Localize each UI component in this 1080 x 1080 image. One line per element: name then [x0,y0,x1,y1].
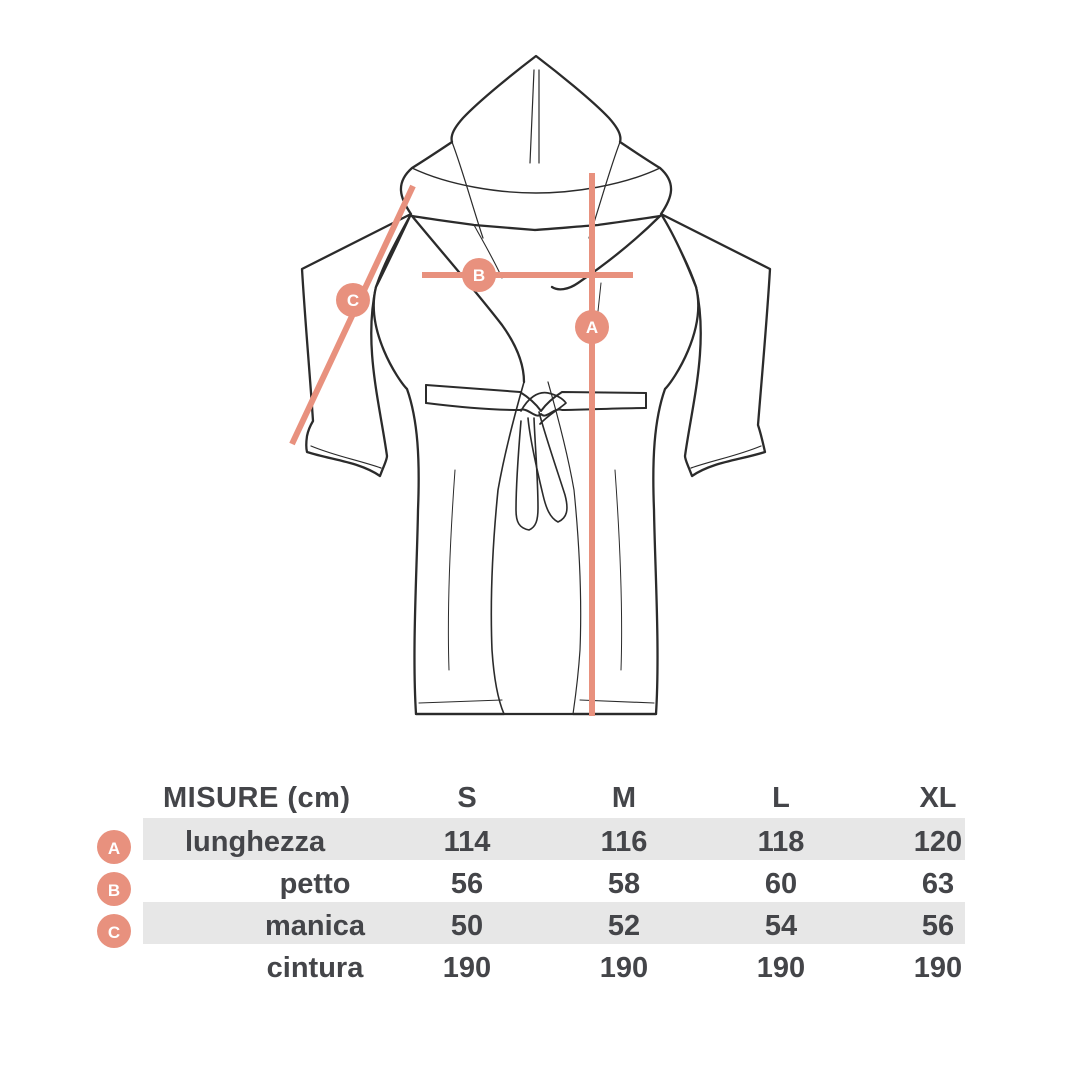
svg-text:C: C [108,923,120,942]
svg-text:B: B [108,881,120,900]
svg-text:A: A [108,839,120,858]
